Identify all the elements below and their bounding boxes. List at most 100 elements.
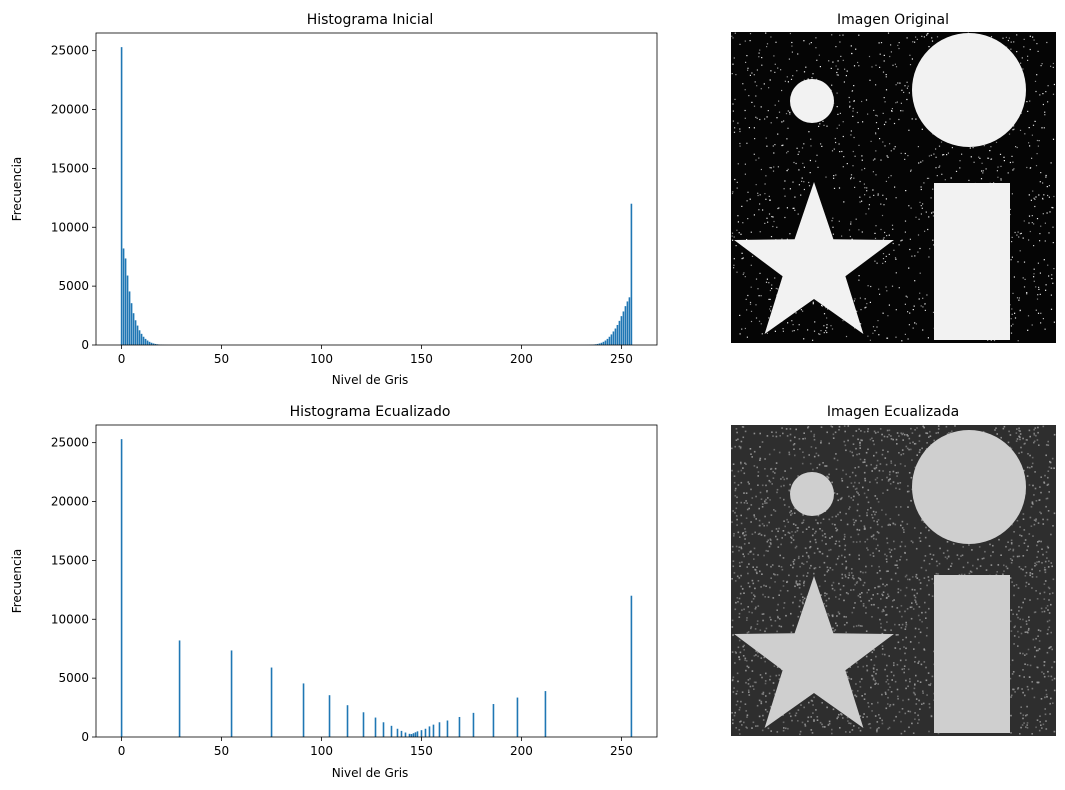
noise-pixel (842, 717, 844, 719)
noise-pixel (866, 512, 868, 514)
noise-pixel (1031, 568, 1033, 571)
noise-pixel (826, 570, 829, 573)
noise-pixel (777, 616, 779, 619)
noise-pixel (835, 529, 838, 532)
noise-pixel (1027, 688, 1030, 691)
noise-pixel (926, 177, 929, 179)
noise-pixel (1044, 696, 1046, 699)
noise-pixel (866, 547, 868, 549)
noise-pixel (807, 572, 809, 574)
noise-pixel (831, 587, 834, 590)
noise-pixel (771, 564, 774, 566)
noise-pixel (744, 659, 746, 661)
noise-pixel (829, 548, 832, 551)
noise-pixel (753, 153, 755, 155)
noise-pixel (985, 569, 988, 571)
noise-pixel (769, 586, 771, 589)
noise-pixel (734, 495, 737, 497)
noise-pixel (750, 504, 753, 506)
noise-pixel (814, 321, 816, 323)
noise-pixel (733, 267, 735, 269)
noise-pixel (798, 184, 800, 186)
noise-pixel (847, 675, 849, 678)
noise-pixel (850, 678, 853, 680)
noise-pixel (745, 463, 747, 465)
noise-pixel (1017, 645, 1019, 647)
noise-pixel (883, 123, 886, 126)
noise-pixel (914, 429, 916, 431)
noise-pixel (874, 432, 877, 434)
noise-pixel (1022, 652, 1024, 655)
noise-pixel (802, 162, 804, 164)
noise-pixel (826, 327, 828, 329)
noise-pixel (990, 554, 992, 557)
noise-pixel (927, 672, 930, 674)
noise-pixel (796, 527, 799, 529)
noise-pixel (1040, 225, 1042, 227)
noise-pixel (858, 275, 860, 277)
noise-pixel (764, 660, 766, 663)
noise-pixel (789, 32, 791, 35)
noise-pixel (1036, 544, 1038, 547)
noise-pixel (886, 476, 888, 479)
noise-pixel (802, 531, 804, 533)
histogram-bar (128, 291, 131, 345)
noise-pixel (1045, 454, 1047, 457)
noise-pixel (1005, 545, 1007, 548)
histogram-bar (120, 439, 123, 737)
noise-pixel (743, 608, 745, 611)
noise-pixel (919, 540, 922, 542)
noise-pixel (737, 122, 739, 124)
histogram-bar (120, 47, 123, 345)
noise-pixel (789, 428, 792, 430)
noise-pixel (1019, 129, 1022, 131)
noise-pixel (771, 287, 773, 290)
noise-pixel (756, 572, 758, 575)
noise-pixel (731, 619, 734, 622)
noise-pixel (889, 524, 891, 526)
noise-pixel (886, 235, 888, 237)
noise-pixel (759, 203, 761, 205)
noise-pixel (750, 453, 752, 455)
noise-pixel (871, 470, 873, 472)
noise-pixel (987, 339, 989, 341)
noise-pixel (744, 327, 746, 330)
histogram-bar (132, 313, 135, 345)
noise-pixel (792, 601, 794, 604)
noise-pixel (770, 167, 772, 169)
noise-pixel (786, 581, 788, 583)
noise-pixel (805, 528, 808, 530)
noise-pixel (734, 651, 737, 653)
noise-pixel (1053, 661, 1056, 663)
noise-pixel (799, 580, 801, 582)
noise-pixel (979, 157, 981, 159)
noise-pixel (951, 430, 953, 432)
noise-pixel (1043, 259, 1045, 261)
noise-pixel (888, 473, 891, 476)
noise-pixel (734, 489, 737, 492)
noise-pixel (1052, 66, 1054, 68)
noise-pixel (802, 555, 804, 557)
noise-pixel (739, 721, 741, 723)
noise-pixel (1047, 675, 1050, 678)
noise-pixel (1035, 563, 1038, 566)
noise-pixel (981, 557, 984, 560)
noise-pixel (868, 55, 871, 58)
noise-pixel (741, 252, 743, 254)
noise-pixel (859, 444, 861, 447)
noise-pixel (917, 714, 919, 717)
noise-pixel (919, 201, 921, 203)
noise-pixel (1012, 292, 1014, 294)
noise-pixel (898, 47, 900, 50)
noise-pixel (858, 515, 861, 517)
noise-pixel (736, 700, 739, 703)
noise-pixel (924, 309, 926, 311)
noise-pixel (851, 729, 854, 731)
noise-pixel (1039, 181, 1041, 183)
noise-pixel (892, 703, 895, 706)
noise-pixel (797, 153, 799, 155)
noise-pixel (820, 330, 822, 332)
noise-pixel (755, 95, 757, 97)
y-tick-label: 0 (81, 730, 89, 744)
noise-pixel (863, 471, 866, 474)
